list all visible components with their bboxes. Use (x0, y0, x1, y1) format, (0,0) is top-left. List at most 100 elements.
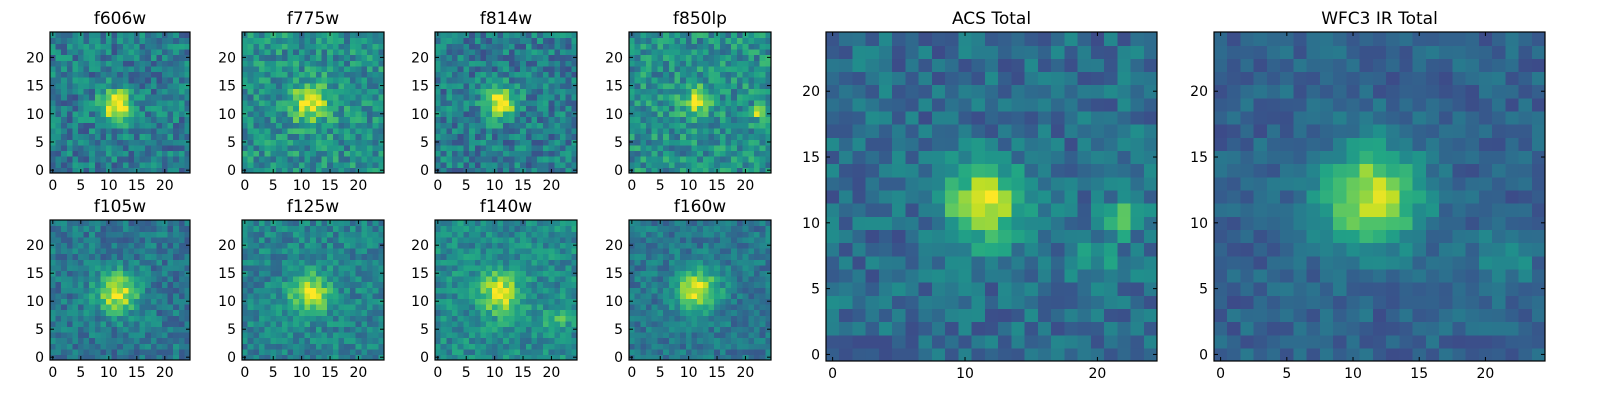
pixel-cell (719, 77, 727, 84)
pixel-cell (531, 82, 538, 89)
pixel-cell (537, 248, 544, 255)
pixel-cell (83, 287, 90, 294)
pixel-cell (264, 332, 271, 339)
pixel-cell (139, 231, 146, 238)
pixel-cell (753, 82, 761, 89)
pixel-cell (685, 105, 693, 112)
pixel-cell (525, 348, 533, 355)
pixel-cell (640, 37, 647, 44)
pixel-cell (537, 116, 544, 123)
pixel-cell (276, 225, 283, 232)
pixel-cell (719, 127, 727, 135)
pixel-cell (542, 127, 550, 135)
pixel-cell (697, 337, 704, 344)
pixel-cell (276, 156, 283, 163)
pixel-cell (759, 287, 766, 294)
pixel-cell (111, 337, 118, 344)
pixel-cell (361, 253, 368, 260)
pixel-cell (674, 110, 681, 118)
pixel-cell (100, 32, 107, 39)
pixel-cell (156, 43, 163, 50)
pixel-cell (134, 270, 141, 277)
pixel-cell (259, 332, 266, 339)
pixel-cell (281, 122, 289, 129)
pixel-cell (525, 133, 533, 140)
pixel-cell (497, 309, 504, 316)
pixel-cell (657, 88, 664, 95)
pixel-cell (685, 65, 693, 73)
pixel-cell (100, 60, 107, 67)
pixel-cell (293, 65, 300, 73)
pixel-cell (276, 276, 283, 283)
pixel-cell (128, 276, 135, 283)
pixel-cell (361, 133, 368, 140)
pixel-cell (100, 144, 107, 152)
pixel-cell (765, 320, 772, 327)
pixel-cell (50, 248, 57, 255)
pixel-cell (128, 259, 135, 266)
pixel-cell (72, 122, 79, 129)
pixel-cell (525, 122, 533, 129)
pixel-cell (128, 281, 135, 288)
pixel-cell (61, 236, 68, 243)
pixel-cell (469, 276, 476, 283)
pixel-cell (298, 292, 306, 299)
pixel-cell (640, 161, 647, 168)
pixel-cell (89, 348, 96, 355)
pixel-cell (111, 287, 118, 294)
pixel-cell (184, 150, 191, 157)
pixel-cell (117, 139, 124, 146)
pixel-cell (111, 122, 118, 129)
pixel-cell (520, 236, 527, 243)
pixel-cell (571, 127, 578, 135)
y-tick-label: 5 (227, 135, 236, 151)
pixel-cell (173, 32, 180, 39)
pixel-cell (525, 82, 533, 89)
pixel-cell (117, 167, 124, 174)
pixel-cell (94, 304, 101, 311)
pixel-cell (106, 304, 113, 311)
pixel-cell (321, 139, 328, 146)
pixel-cell (537, 65, 544, 73)
pixel-cell (753, 99, 761, 106)
pixel-cell (94, 287, 101, 294)
y-tick-label: 5 (227, 322, 236, 338)
pixel-cell (663, 348, 670, 355)
pixel-cell (253, 105, 260, 112)
pixel-cell (100, 248, 107, 255)
x-tick-label: 20 (350, 178, 368, 194)
pixel-cell (508, 144, 516, 152)
pixel-cell (497, 259, 504, 266)
pixel-cell (520, 287, 527, 294)
pixel-cell (106, 99, 113, 106)
pixel-cell (480, 60, 487, 67)
pixel-cell (106, 144, 113, 152)
pixel-cell (674, 71, 681, 78)
pixel-cell (355, 54, 362, 61)
pixel-cell (355, 337, 362, 344)
pixel-cell (106, 231, 113, 238)
pixel-cell (247, 220, 254, 227)
pixel-cell (548, 133, 555, 140)
pixel-cell (571, 48, 578, 56)
pixel-cell (486, 32, 493, 39)
pixel-cell (83, 236, 90, 243)
pixel-cell (634, 292, 641, 299)
pixel-cell (276, 236, 283, 243)
pixel-cell (247, 309, 254, 316)
pixel-cell (178, 287, 185, 294)
pixel-cell (134, 259, 141, 266)
pixel-cell (366, 270, 374, 277)
pixel-cell (366, 60, 374, 67)
pixel-cell (765, 94, 772, 101)
pixel-cell (525, 88, 533, 95)
pixel-cell (759, 144, 766, 152)
pixel-cell (344, 236, 351, 243)
pixel-cell (94, 225, 101, 232)
pixel-cell (753, 65, 761, 73)
pixel-cell (281, 110, 289, 118)
pixel-cell (304, 54, 311, 61)
pixel-cell (128, 122, 135, 129)
pixel-cell (150, 48, 157, 56)
pixel-cell (486, 259, 493, 266)
